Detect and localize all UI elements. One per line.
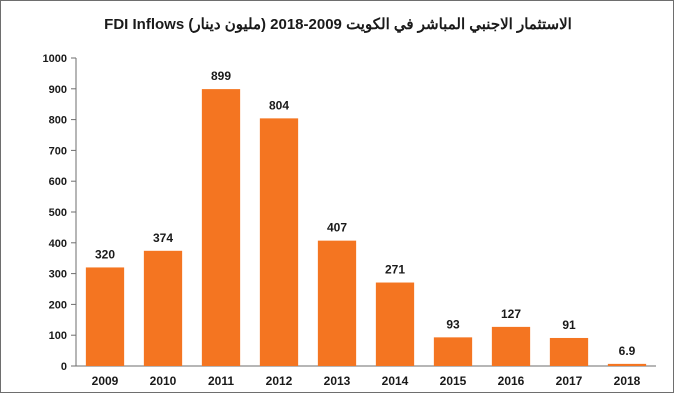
value-label-2015: 93: [446, 317, 460, 331]
y-tick-label: 800: [49, 115, 67, 127]
x-tick-label-2011: 2011: [208, 374, 234, 388]
bar-2011: [201, 89, 241, 366]
y-tick-label: 900: [49, 84, 67, 96]
value-label-2014: 271: [385, 263, 405, 277]
y-tick-label: 1000: [43, 53, 67, 65]
x-tick-label-2014: 2014: [382, 374, 409, 388]
x-tick-label-2015: 2015: [440, 374, 467, 388]
x-tick-label-2012: 2012: [266, 374, 293, 388]
y-tick-label: 0: [61, 361, 67, 373]
bar-2010: [143, 250, 183, 366]
y-tick-label: 500: [49, 207, 67, 219]
y-tick-label: 400: [49, 238, 67, 250]
x-tick-label-2018: 2018: [614, 374, 641, 388]
y-tick-label: 200: [49, 299, 67, 311]
bar-2013: [317, 240, 357, 366]
bar-2018: [607, 363, 647, 366]
y-tick-label: 300: [49, 269, 67, 281]
bar-2017: [549, 337, 589, 366]
value-label-2012: 804: [269, 98, 289, 112]
chart-title: الاستثمار الاجنبي المباشر في الكويت 2009…: [104, 16, 572, 33]
bar-2009: [85, 267, 125, 366]
y-tick-label: 100: [49, 330, 67, 342]
value-label-2018: 6.9: [619, 344, 636, 358]
x-tick-label-2017: 2017: [556, 374, 583, 388]
value-label-2017: 91: [562, 318, 576, 332]
bar-2012: [259, 118, 299, 366]
bar-2015: [433, 337, 473, 366]
value-label-2010: 374: [153, 231, 173, 245]
bar-2014: [375, 282, 415, 366]
x-tick-label-2013: 2013: [324, 374, 351, 388]
value-label-2009: 320: [95, 247, 115, 261]
y-tick-label: 700: [49, 145, 67, 157]
bar-2016: [491, 326, 531, 366]
x-tick-label-2010: 2010: [150, 374, 177, 388]
value-label-2016: 127: [501, 307, 521, 321]
x-tick-label-2016: 2016: [498, 374, 525, 388]
x-tick-label-2009: 2009: [92, 374, 119, 388]
value-label-2011: 899: [211, 69, 231, 83]
value-label-2013: 407: [327, 221, 347, 235]
y-tick-label: 600: [49, 176, 67, 188]
